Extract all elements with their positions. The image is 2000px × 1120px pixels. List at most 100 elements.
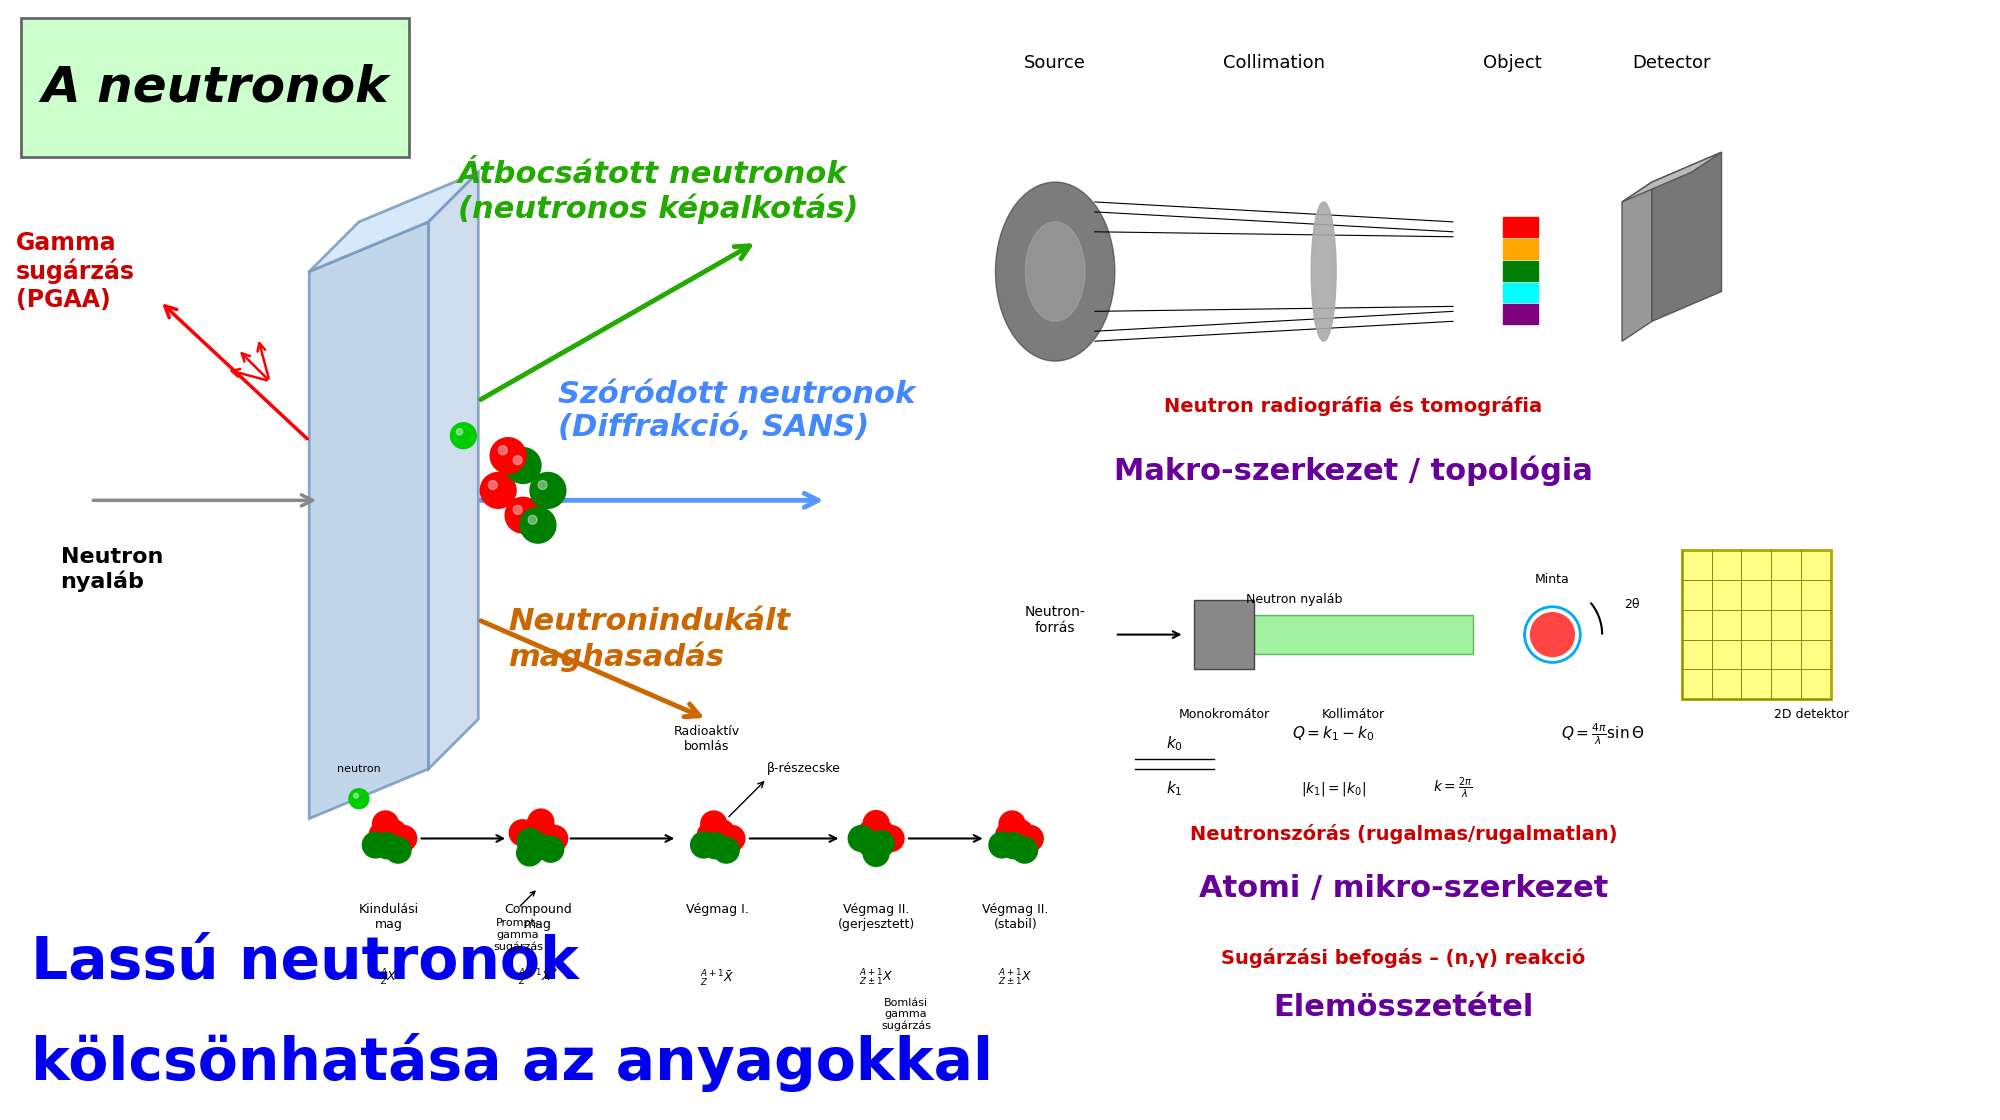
- Circle shape: [516, 840, 542, 866]
- Polygon shape: [1622, 183, 1652, 342]
- Text: Kiindulási
mag: Kiindulási mag: [358, 903, 418, 931]
- Text: Neutron
nyaláb: Neutron nyaláb: [60, 548, 162, 592]
- Circle shape: [718, 825, 744, 851]
- Circle shape: [542, 825, 568, 851]
- Text: Átbocsátott neutronok
(neutronos képalkotás): Átbocsátott neutronok (neutronos képalko…: [458, 160, 858, 224]
- Polygon shape: [1652, 152, 1722, 321]
- Text: Lassú neutronok: Lassú neutronok: [30, 934, 578, 991]
- Text: $^{A+1}_Z \bar{X}$: $^{A+1}_Z \bar{X}$: [700, 968, 734, 988]
- Circle shape: [858, 820, 884, 846]
- Circle shape: [456, 429, 462, 435]
- Text: Végmag II.
(gerjesztett): Végmag II. (gerjesztett): [838, 903, 914, 931]
- Polygon shape: [428, 172, 478, 768]
- Bar: [1194, 600, 1254, 670]
- Circle shape: [362, 832, 388, 858]
- FancyBboxPatch shape: [20, 18, 408, 157]
- Circle shape: [374, 833, 400, 859]
- Text: Neutronindukált
maghasadás: Neutronindukált maghasadás: [508, 607, 790, 672]
- Polygon shape: [1622, 152, 1722, 202]
- Circle shape: [514, 456, 522, 465]
- Circle shape: [480, 473, 516, 508]
- Circle shape: [510, 820, 536, 846]
- Text: Végmag I.: Végmag I.: [686, 903, 748, 916]
- Circle shape: [526, 833, 552, 860]
- Text: Monokromátor: Monokromátor: [1178, 708, 1270, 720]
- Circle shape: [702, 833, 728, 859]
- Circle shape: [538, 480, 548, 489]
- Text: neutron: neutron: [338, 764, 380, 774]
- Circle shape: [386, 838, 412, 864]
- Circle shape: [348, 788, 368, 809]
- Polygon shape: [310, 222, 428, 819]
- Bar: [1502, 239, 1538, 259]
- Text: β-részecske: β-részecske: [766, 763, 840, 775]
- Circle shape: [538, 837, 564, 862]
- Circle shape: [518, 829, 544, 855]
- Polygon shape: [310, 172, 478, 271]
- Text: Gamma
sugárzás
(PGAA): Gamma sugárzás (PGAA): [16, 231, 134, 312]
- Circle shape: [864, 811, 890, 837]
- Circle shape: [390, 825, 416, 851]
- Text: Neutron radiográfia és tomográfia: Neutron radiográfia és tomográfia: [1164, 395, 1542, 416]
- Circle shape: [498, 446, 508, 455]
- Bar: [1682, 550, 1830, 699]
- Bar: [1254, 615, 1472, 654]
- Circle shape: [532, 820, 558, 846]
- Text: Radioaktív
bomlás: Radioaktív bomlás: [674, 725, 740, 753]
- Circle shape: [868, 831, 894, 857]
- Circle shape: [864, 840, 890, 867]
- Circle shape: [490, 438, 526, 474]
- Text: kölcsönhatása az anyagokkal: kölcsönhatása az anyagokkal: [30, 1033, 992, 1092]
- Circle shape: [370, 822, 394, 848]
- Text: Bomlási
gamma
sugárzás: Bomlási gamma sugárzás: [880, 998, 930, 1032]
- Circle shape: [698, 822, 724, 848]
- Text: Compound
mag: Compound mag: [504, 903, 572, 931]
- Text: $Q = \frac{4\pi}{\lambda}\sin\Theta$: $Q = \frac{4\pi}{\lambda}\sin\Theta$: [1560, 721, 1644, 747]
- Circle shape: [878, 825, 904, 851]
- Circle shape: [514, 505, 522, 514]
- Text: Neutron-
forrás: Neutron- forrás: [1024, 605, 1086, 635]
- Circle shape: [1018, 825, 1044, 851]
- Text: $^{A+1}_{Z\pm1} X$: $^{A+1}_{Z\pm1} X$: [998, 968, 1032, 988]
- Text: $k = \frac{2\pi}{\lambda}$: $k = \frac{2\pi}{\lambda}$: [1434, 776, 1472, 801]
- Circle shape: [1000, 811, 1024, 837]
- Circle shape: [858, 831, 884, 857]
- Text: $k_0$: $k_0$: [1166, 735, 1182, 754]
- Text: $|k_1| = |k_0|$: $|k_1| = |k_0|$: [1302, 780, 1366, 797]
- Circle shape: [528, 809, 554, 834]
- Circle shape: [690, 832, 716, 858]
- Bar: [1502, 261, 1538, 280]
- Text: Sugárzási befogás – (n,γ) reakció: Sugárzási befogás – (n,γ) reakció: [1222, 948, 1586, 968]
- Circle shape: [372, 811, 398, 837]
- Circle shape: [700, 811, 726, 837]
- Circle shape: [380, 820, 406, 846]
- Circle shape: [1000, 833, 1026, 859]
- Circle shape: [714, 838, 740, 864]
- Text: Collimation: Collimation: [1222, 54, 1324, 72]
- Ellipse shape: [1026, 222, 1084, 321]
- Circle shape: [868, 820, 894, 846]
- Text: Prompt-
gamma
sugárzás: Prompt- gamma sugárzás: [494, 918, 544, 952]
- Circle shape: [520, 819, 546, 844]
- Circle shape: [848, 825, 874, 851]
- Text: A neutronok: A neutronok: [42, 64, 388, 112]
- Circle shape: [528, 515, 538, 524]
- Circle shape: [1530, 613, 1574, 656]
- Circle shape: [996, 822, 1022, 848]
- Text: $Q = k_1 - k_0$: $Q = k_1 - k_0$: [1292, 725, 1374, 744]
- Circle shape: [506, 448, 540, 484]
- Text: 2θ: 2θ: [1624, 598, 1640, 612]
- Circle shape: [354, 793, 358, 799]
- Text: Minta: Minta: [1536, 573, 1570, 587]
- Text: Elemösszetétel: Elemösszetétel: [1274, 993, 1534, 1023]
- Circle shape: [530, 473, 566, 508]
- Text: 2D detektor: 2D detektor: [1774, 708, 1848, 720]
- Text: Végmag II.
(stabil): Végmag II. (stabil): [982, 903, 1048, 931]
- Circle shape: [520, 507, 556, 543]
- Bar: [1502, 305, 1538, 325]
- Circle shape: [1012, 838, 1038, 864]
- Text: Kollimátor: Kollimátor: [1322, 708, 1386, 720]
- Text: Szóródott neutronok
(Diffrakció, SANS): Szóródott neutronok (Diffrakció, SANS): [558, 380, 916, 442]
- Circle shape: [506, 497, 540, 533]
- Text: $^A_Z X$: $^A_Z X$: [380, 968, 398, 988]
